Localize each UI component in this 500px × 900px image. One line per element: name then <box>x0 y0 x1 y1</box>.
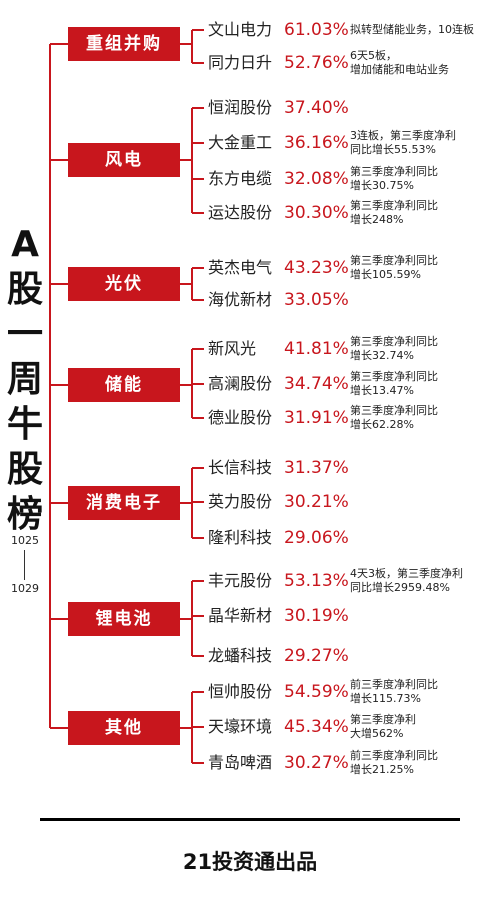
stock-name: 青岛啤酒 <box>208 753 273 772</box>
title-char: 榜 <box>6 494 43 535</box>
title-char: 股 <box>6 269 43 310</box>
stock-row: 大金重工 36.16% <box>208 132 349 154</box>
stock-name: 恒帅股份 <box>208 682 273 701</box>
stock-name: 高澜股份 <box>208 374 273 393</box>
stock-row: 恒帅股份 54.59% <box>208 681 349 703</box>
title-char: 一 <box>6 314 43 355</box>
date-separator <box>24 550 25 580</box>
title-char: 股 <box>6 449 43 490</box>
title-char: 牛 <box>6 404 43 445</box>
stock-note: 前三季度净利同比 增长21.25% <box>350 749 438 776</box>
stock-note: 第三季度净利同比 增长32.74% <box>350 335 438 362</box>
stock-name: 龙蟠科技 <box>208 646 273 665</box>
stock-name: 天壕环境 <box>208 717 273 736</box>
stock-weekly-gain: 31.91% <box>284 408 349 428</box>
stock-name: 英杰电气 <box>208 258 273 277</box>
stock-note: 拟转型储能业务，10连板 <box>350 23 474 36</box>
stock-row: 新风光 41.81% <box>208 338 349 360</box>
stock-name: 新风光 <box>208 339 257 358</box>
stock-note: 第三季度净利同比 增长105.59% <box>350 254 438 281</box>
stock-weekly-gain: 45.34% <box>284 717 349 737</box>
stock-name: 德业股份 <box>208 408 273 427</box>
stock-row: 晶华新材 30.19% <box>208 605 349 627</box>
stock-row: 德业股份 31.91% <box>208 407 349 429</box>
stock-weekly-gain: 52.76% <box>284 53 349 73</box>
stock-name: 丰元股份 <box>208 571 273 590</box>
stock-row: 同力日升 52.76% <box>208 52 349 74</box>
stock-weekly-gain: 31.37% <box>284 458 349 478</box>
stock-weekly-gain: 37.40% <box>284 98 349 118</box>
stock-row: 文山电力 61.03% <box>208 19 349 41</box>
stock-row: 隆利科技 29.06% <box>208 527 349 549</box>
stock-name: 文山电力 <box>208 20 273 39</box>
stock-row: 高澜股份 34.74% <box>208 373 349 395</box>
stock-weekly-gain: 53.13% <box>284 571 349 591</box>
stock-row: 天壕环境 45.34% <box>208 716 349 738</box>
stock-row: 长信科技 31.37% <box>208 457 349 479</box>
stock-note: 第三季度净利同比 增长62.28% <box>350 404 438 431</box>
stock-weekly-gain: 29.27% <box>284 646 349 666</box>
date-start: 1025 <box>11 534 39 547</box>
stock-note: 第三季度净利同比 增长13.47% <box>350 370 438 397</box>
stock-weekly-gain: 61.03% <box>284 20 349 40</box>
stock-name: 隆利科技 <box>208 528 273 547</box>
stock-note: 4天3板，第三季度净利 同比增长2959.48% <box>350 567 463 594</box>
stock-weekly-gain: 30.19% <box>284 606 349 626</box>
stock-note: 前三季度净利同比 增长115.73% <box>350 678 438 705</box>
category-label: 其他 <box>68 711 180 745</box>
stock-row: 丰元股份 53.13% <box>208 570 349 592</box>
stock-row: 英杰电气 43.23% <box>208 257 349 279</box>
stock-name: 长信科技 <box>208 458 273 477</box>
stock-row: 东方电缆 32.08% <box>208 168 349 190</box>
stock-name: 同力日升 <box>208 53 273 72</box>
category-label: 风电 <box>68 143 180 177</box>
title-char: 周 <box>6 359 43 400</box>
stock-weekly-gain: 43.23% <box>284 258 349 278</box>
stock-weekly-gain: 30.27% <box>284 753 349 773</box>
stock-row: 恒润股份 37.40% <box>208 97 349 119</box>
stock-name: 晶华新材 <box>208 606 273 625</box>
stock-row: 运达股份 30.30% <box>208 202 349 224</box>
category-label: 储能 <box>68 368 180 402</box>
stock-weekly-gain: 33.05% <box>284 290 349 310</box>
footer-divider <box>40 818 460 821</box>
date-end: 1029 <box>11 582 39 595</box>
stock-name: 东方电缆 <box>208 169 273 188</box>
stock-name: 英力股份 <box>208 492 273 511</box>
stock-name: 运达股份 <box>208 203 273 222</box>
category-label: 锂电池 <box>68 602 180 636</box>
stock-row: 海优新材 33.05% <box>208 289 349 311</box>
footer-brand: 21投资通出品 <box>182 850 318 874</box>
stock-row: 龙蟠科技 29.27% <box>208 645 349 667</box>
stock-weekly-gain: 30.21% <box>284 492 349 512</box>
stock-weekly-gain: 41.81% <box>284 339 349 359</box>
stock-note: 6天5板， 增加储能和电站业务 <box>350 49 449 76</box>
stock-weekly-gain: 36.16% <box>284 133 349 153</box>
stock-name: 大金重工 <box>208 133 273 152</box>
category-label: 消费电子 <box>68 486 180 520</box>
stock-note: 第三季度净利 大增562% <box>350 713 416 740</box>
stock-weekly-gain: 34.74% <box>284 374 349 394</box>
stock-name: 海优新材 <box>208 290 273 309</box>
category-label: 光伏 <box>68 267 180 301</box>
stock-note: 3连板，第三季度净利 同比增长55.53% <box>350 129 456 156</box>
title-char: A <box>11 224 39 265</box>
stock-row: 青岛啤酒 30.27% <box>208 752 349 774</box>
stock-weekly-gain: 32.08% <box>284 169 349 189</box>
stock-weekly-gain: 54.59% <box>284 682 349 702</box>
stock-note: 第三季度净利同比 增长30.75% <box>350 165 438 192</box>
stock-weekly-gain: 30.30% <box>284 203 349 223</box>
stock-note: 第三季度净利同比 增长248% <box>350 199 438 226</box>
stock-weekly-gain: 29.06% <box>284 528 349 548</box>
stock-name: 恒润股份 <box>208 98 273 117</box>
stock-row: 英力股份 30.21% <box>208 491 349 513</box>
category-label: 重组并购 <box>68 27 180 61</box>
